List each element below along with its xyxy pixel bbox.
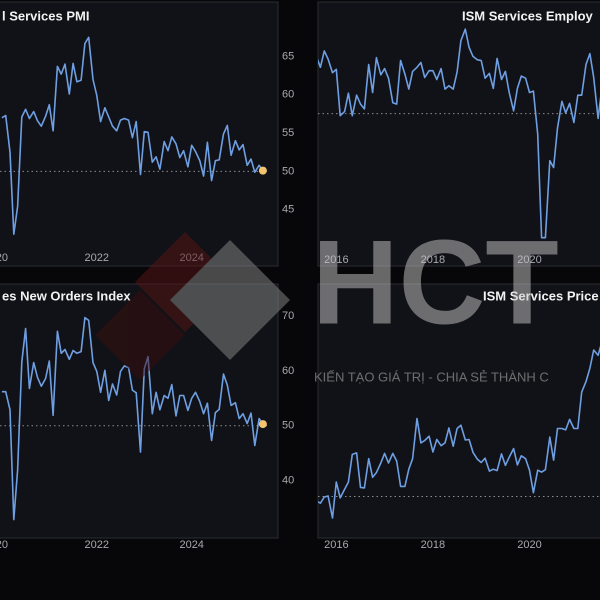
x-tick-label: 2022 xyxy=(85,252,109,264)
x-tick-label: 2016 xyxy=(324,254,348,266)
chart: es New Orders Index 40 50 60 70 20 2022 2024 xyxy=(0,288,294,551)
y-tick-label: 60 xyxy=(282,365,294,377)
series-line xyxy=(1,316,264,521)
chart-title: l Services PMI xyxy=(2,8,89,23)
watermark: HCT KIẾN TẠO GIÁ TRỊ - CHIA SẺ THÀNH C xyxy=(95,216,559,384)
x-tick-label: 2016 xyxy=(324,539,348,551)
panel xyxy=(0,1,279,267)
plot-area xyxy=(0,316,270,521)
y-tick-label: 50 xyxy=(282,165,294,177)
panel xyxy=(317,283,600,539)
watermark-brand: HCT xyxy=(312,216,559,350)
series-line xyxy=(318,345,600,519)
y-tick-label: 70 xyxy=(282,310,294,322)
series-line xyxy=(318,28,600,239)
chart-title: ISM Services Employ xyxy=(462,8,594,23)
x-tick-label: 2020 xyxy=(517,539,541,551)
watermark-tagline: KIẾN TẠO GIÁ TRỊ - CHIA SẺ THÀNH C xyxy=(314,369,549,384)
y-tick-label: 60 xyxy=(282,89,294,101)
y-tick-label: 50 xyxy=(282,420,294,432)
y-tick-label: 40 xyxy=(282,475,294,487)
chart-title: es New Orders Index xyxy=(2,288,131,303)
last-point xyxy=(258,420,267,429)
x-tick-label: 2020 xyxy=(517,254,541,266)
panels xyxy=(0,1,600,539)
x-tick-label: 2018 xyxy=(421,254,445,266)
logo-diamond xyxy=(95,290,185,380)
x-tick-label: 2024 xyxy=(179,539,203,551)
x-tick-label: 20 xyxy=(0,539,8,551)
plot-area xyxy=(318,345,600,519)
chart-title: ISM Services Price xyxy=(483,288,599,303)
x-tick-label: 2022 xyxy=(85,539,109,551)
plot-area xyxy=(0,36,270,235)
x-tick-label: 2018 xyxy=(421,539,445,551)
y-tick-label: 45 xyxy=(282,204,294,216)
chart: l Services PMI45505560652020222024 xyxy=(0,8,294,264)
series-line xyxy=(1,36,264,235)
x-tick-label: 20 xyxy=(0,252,8,264)
chart: ISM Services Employ 2016 2018 2020 xyxy=(318,8,600,266)
chart: ISM Services Price 2016 2018 2020 xyxy=(318,288,600,551)
y-tick-label: 55 xyxy=(282,127,294,139)
plots: l Services PMI 45 50 55 60 65 20 2022 2024 ISM Se… xyxy=(0,8,600,551)
y-tick-label: 65 xyxy=(282,50,294,62)
last-point xyxy=(258,166,267,175)
plot-area xyxy=(318,28,600,239)
logo-diamond xyxy=(170,240,290,360)
panel xyxy=(317,1,600,267)
